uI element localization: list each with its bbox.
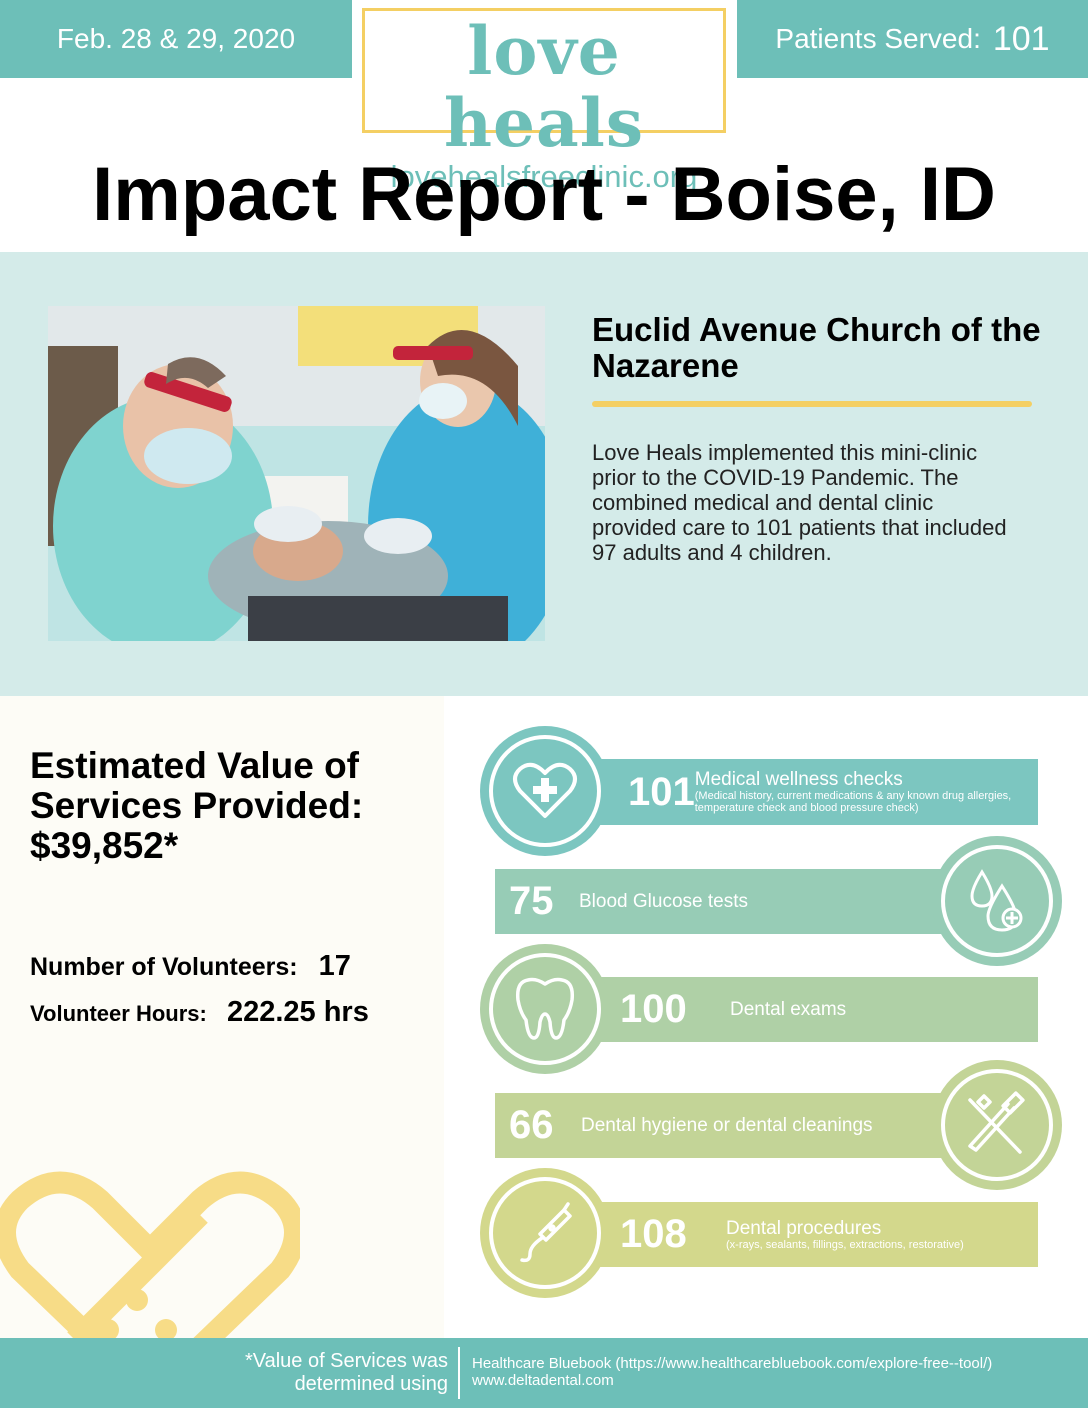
stat-value: 101 (628, 769, 695, 814)
logo-url: lovehealsfreeclinic.org (390, 159, 698, 194)
stat-label: Dental exams (730, 998, 847, 1020)
patients-served-value: 101 (992, 19, 1050, 58)
stat-label: Dental hygiene or dental cleanings (581, 1114, 873, 1136)
footer-divider (458, 1347, 460, 1399)
stat-value: 108 (620, 1212, 687, 1256)
tooth-badge (480, 944, 610, 1074)
stat-value: 66 (509, 1103, 554, 1147)
stat-dental-hygiene: 66 Dental hygiene or dental cleanings (495, 1093, 945, 1158)
patients-served-label: Patients Served: (775, 23, 981, 54)
volunteers-row: Number of Volunteers: 17 (30, 950, 351, 983)
intro-paragraph: Love Heals implemented this mini-clinic … (592, 440, 1007, 565)
stat-label: Dental procedures (726, 1217, 882, 1239)
date-banner: Feb. 28 & 29, 2020 (0, 0, 352, 78)
dental-clinic-photo (48, 306, 545, 641)
blood-drops-icon (941, 845, 1053, 957)
value-footnote: *Value of Services was determined using (244, 1350, 448, 1395)
heart-cross-badge (480, 726, 610, 856)
footer-sources: Healthcare Bluebook (https://www.healthc… (472, 1355, 992, 1389)
source-healthcare-bluebook[interactable]: Healthcare Bluebook (https://www.healthc… (472, 1355, 993, 1372)
bandage-heart-icon (0, 1170, 300, 1338)
blood-drops-badge (932, 836, 1062, 966)
divider (592, 401, 1032, 407)
stat-value: 75 (509, 879, 554, 923)
stat-label-group: Dental procedures (x-rays, sealants, fil… (726, 1217, 964, 1251)
stat-dental-procedures: 108 Dental procedures (x-rays, sealants,… (580, 1202, 1038, 1267)
toothbrush-badge (932, 1060, 1062, 1190)
estimated-value-heading: Estimated Value of Services Provided: $3… (30, 745, 364, 866)
stat-value: 100 (620, 987, 687, 1031)
volunteer-hours-row: Volunteer Hours: 222.25 hrs (30, 996, 369, 1029)
toothbrush-icon (941, 1069, 1053, 1181)
stat-medical-wellness: 101 Medical wellness checks (Medical his… (580, 759, 1038, 825)
stat-label: Medical wellness checks (694, 769, 903, 790)
patients-served-banner: Patients Served: 101 (737, 0, 1088, 78)
volunteer-hours-label: Volunteer Hours: (30, 1001, 207, 1026)
love-heals-logo[interactable]: love heals lovehealsfreeclinic.org (362, 8, 726, 194)
footer (0, 1338, 1088, 1408)
source-delta-dental[interactable]: www.deltadental.com (472, 1372, 614, 1389)
church-name: Euclid Avenue Church of the Nazarene (592, 311, 1041, 384)
heart-cross-icon (489, 735, 601, 847)
summary-panel (0, 696, 444, 1338)
stat-label-group: Medical wellness checks (Medical history… (694, 769, 1038, 815)
stat-sublabel: (x-rays, sealants, fillings, extractions… (726, 1238, 964, 1251)
volunteers-value: 17 (318, 950, 351, 982)
stat-blood-glucose: 75 Blood Glucose tests (495, 869, 945, 934)
logo-wordmark: love heals (444, 12, 644, 162)
volunteer-hours-value: 222.25 hrs (226, 996, 369, 1028)
stat-sublabel: (Medical history, current medications & … (694, 790, 1012, 814)
stat-dental-exams: 100 Dental exams (580, 977, 1038, 1042)
volunteers-label: Number of Volunteers: (30, 953, 298, 981)
dental-drill-icon (489, 1177, 601, 1289)
stat-label: Blood Glucose tests (579, 890, 748, 912)
event-date: Feb. 28 & 29, 2020 (56, 23, 296, 54)
dental-drill-badge (480, 1168, 610, 1298)
tooth-icon (489, 953, 601, 1065)
page-title: Impact Report - Boise, ID (92, 152, 996, 237)
